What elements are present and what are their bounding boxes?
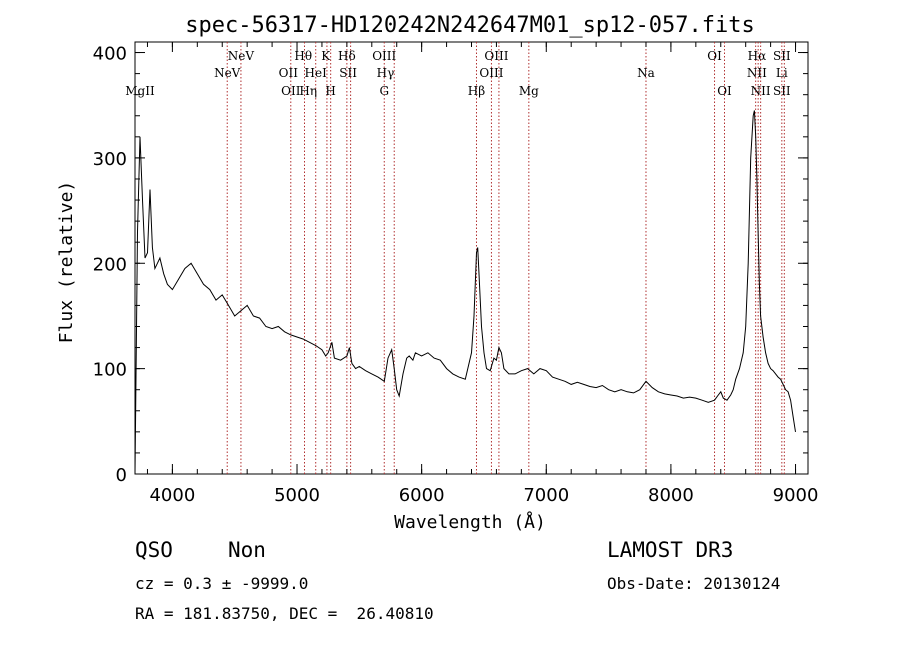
spectral-line-label: Hη [299,84,317,98]
spectral-line-label: Mg [519,84,539,98]
spectral-line-label: NII [751,84,771,98]
y-tick-label: 0 [116,465,127,486]
x-tick-label: 4000 [149,485,195,506]
spectral-line-label: Hδ [338,49,356,63]
survey-label: LAMOST DR3 [607,538,734,562]
chart-title: spec-56317-HD120242N242647M01_sp12-057.f… [185,13,755,38]
spectral-line-label: K [321,49,331,63]
spectral-line-label: Li [776,66,788,80]
x-axis-label: Wavelength (Å) [394,511,546,533]
spectral-line-label: OI [717,84,732,98]
spectral-line-label: Hγ [377,66,395,80]
spectral-line-label: OII [281,84,301,98]
x-axis: 4000 5000 6000 7000 8000 9000 [146,42,819,506]
spectral-line-markers [226,42,785,474]
y-tick-label: 200 [93,254,127,275]
y-axis: 0 100 200 300 400 [93,44,808,486]
y-axis-label: Flux (relative) [56,181,77,344]
x-tick-label: 5000 [274,485,320,506]
spectral-line-label: OIII [479,66,503,80]
spectral-line-label: OIII [372,49,396,63]
redshift-text: cz = 0.3 ± -9999.0 [135,574,309,593]
spectral-line-label: SII [339,66,357,80]
spectral-line-label: OII [279,66,299,80]
plot-frame [134,41,809,475]
coords-text: RA = 181.83750, DEC = 26.40810 [135,604,434,623]
spectral-line-label: NeV [228,49,255,63]
spectral-line-label: SII [773,84,791,98]
class-label: QSO [135,538,173,562]
x-tick-label: 9000 [773,485,819,506]
spectral-line-label: H [325,84,335,98]
subclass-label: Non [228,538,266,562]
spectral-line-label: MgII [125,84,155,98]
y-tick-label: 400 [93,44,127,65]
spectral-line-label: Hθ [294,49,312,63]
spectral-line-label: SII [773,49,791,63]
spectral-line-label: G [379,84,389,98]
spectral-line-label: Hβ [468,84,485,98]
spectrum-line [134,110,796,475]
spectral-line-label: HeI [305,66,328,80]
spectral-line-labels: MgII NeV NeV OII OII Hθ Hη HeI K H Hδ SII OIII Hγ G Hβ O… [125,49,791,98]
x-tick-label: 6000 [399,485,445,506]
obs-date-text: Obs-Date: 20130124 [607,574,781,593]
spectral-line-label: OIII [484,49,508,63]
spectral-line-label: OI [707,49,722,63]
x-tick-label: 7000 [523,485,569,506]
x-tick-label: 8000 [648,485,694,506]
spectral-line-label: NeV [214,66,241,80]
y-tick-label: 300 [93,149,127,170]
spectral-line-label: Na [637,66,655,80]
spectral-line-label: NII [747,66,767,80]
y-tick-label: 100 [93,360,127,381]
spectral-line-label: Hα [748,49,767,63]
